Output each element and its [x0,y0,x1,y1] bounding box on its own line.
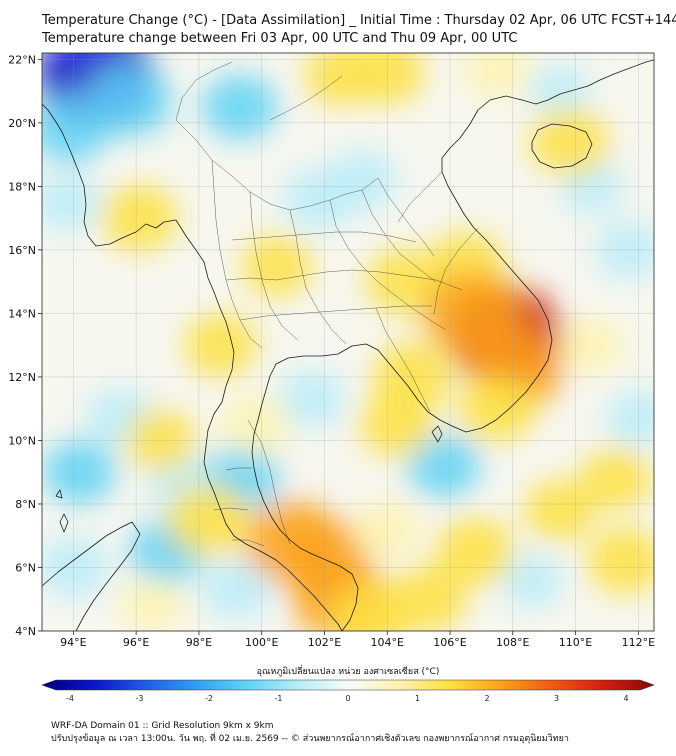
coastline-mainland [42,103,343,631]
temperature-blob-35 [458,374,536,443]
temperature-blob-48 [580,447,652,510]
temperature-blob-47 [587,527,654,595]
colorbar-tick-label: 1 [415,694,420,703]
temperature-blob-2 [88,64,172,138]
colorbar-tick-label: -2 [205,694,213,703]
temperature-blob-51 [220,394,291,455]
temperature-blob-50 [119,577,185,631]
map-subtitle: Temperature change between Fri 03 Apr, 0… [42,31,518,46]
lat-tick-label: 22°N [8,53,36,66]
axis-ticks: 94°E 96°E 98°E 100°E 102°E 104°E 106°E 108°E 110… [8,53,655,649]
colorbar-tick-label: -3 [136,694,144,703]
temperature-blob-19 [605,389,654,447]
lat-tick-label: 14°N [8,307,36,320]
footer-credit: ปรับปรุงข้อมูล ณ เวลา 13:00น. วัน พฤ. ที… [51,734,569,744]
coastline-phu-quoc [431,425,443,443]
lon-tick-label: 94°E [60,636,86,649]
temperature-blob-36 [184,313,258,378]
colorbar-tick-label: 2 [484,694,489,703]
colorbar-tick-label: 3 [554,694,559,703]
lat-tick-label: 18°N [8,180,36,193]
colorbar-tick-label: 0 [345,694,350,703]
temperature-blob-14 [201,559,272,620]
lat-tick-label: 12°N [8,371,36,384]
lon-tick-label: 106°E [433,636,466,649]
lon-tick-label: 96°E [123,636,149,649]
temperature-blob-45 [435,517,515,587]
lat-tick-label: 4°N [15,625,36,638]
lon-tick-label: 110°E [559,636,592,649]
lat-tick-label: 16°N [8,244,36,257]
footer-model-info: WRF-DA Domain 01 :: Grid Resolution 9km … [51,721,274,731]
temperature-blob-26 [100,184,179,252]
temperature-blob-24 [462,53,532,99]
temperature-blob-8 [42,440,117,505]
temperature-blob-3 [42,95,109,163]
temperature-blob-16 [278,369,346,429]
temperature-blob-46 [524,479,596,542]
colorbar-ticks: -4 -3 -2 -1 0 1 2 3 4 [66,694,629,703]
lon-tick-label: 98°E [186,636,212,649]
temperature-blob-34 [358,391,435,458]
lon-tick-label: 102°E [308,636,341,649]
coastline-andaman [55,489,69,533]
lon-tick-label: 112°E [622,636,655,649]
temperature-blob-6 [327,149,397,211]
coastline-gulf-east [251,59,654,631]
temperature-blob-28 [365,248,441,315]
lon-tick-label: 100°E [245,636,278,649]
temperature-blob-15 [407,433,481,498]
temperature-blob-20 [500,552,564,608]
lat-tick-label: 6°N [15,561,36,574]
temperature-blob-38 [166,483,251,557]
colorbar-tick-label: 4 [623,694,628,703]
lat-tick-label: 8°N [15,498,36,511]
temperature-blob-49 [558,316,624,374]
temperature-blob-21 [529,64,591,118]
coastline-sumatra [42,521,141,631]
colorbar-bar [41,679,655,691]
lon-tick-label: 108°E [496,636,529,649]
temperature-field [42,53,654,631]
temperature-blob-4 [202,74,278,140]
colorbar-label: อุณหภูมิเปลี่ยนแปลง หน่วย องศาเซลเซียส (… [256,667,440,677]
lon-tick-label: 104°E [371,636,404,649]
map-gridlines [42,53,654,631]
province-borders [175,61,479,547]
lat-tick-label: 10°N [8,434,36,447]
colorbar-tick-label: -4 [66,694,74,703]
temperature-blob-43 [389,565,467,631]
map-title: Temperature Change (°C) - [Data Assimila… [42,13,676,28]
temperature-blob-27 [241,234,314,297]
temperature-blob-25 [529,107,610,177]
coastline-hainan [531,123,593,169]
lat-tick-label: 20°N [8,117,36,130]
map-frame [41,52,655,632]
colorbar-tick-label: -1 [275,694,283,703]
temperature-blob-7 [42,173,101,232]
temperature-change-map: 94°E 96°E 98°E 100°E 102°E 104°E 106°E 108°E 110… [8,52,655,649]
